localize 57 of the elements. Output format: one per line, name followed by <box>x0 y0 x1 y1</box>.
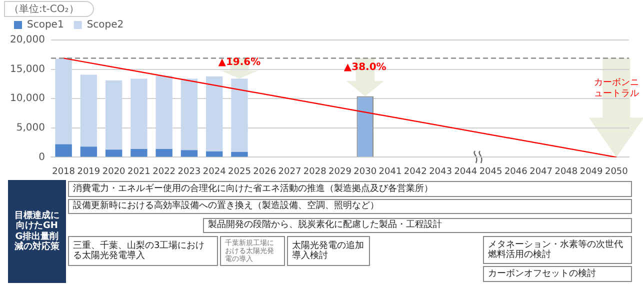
bar <box>231 152 248 157</box>
x-tick-label: 2049 <box>580 166 604 177</box>
legend-label: Scope2 <box>86 20 124 31</box>
y-axis-title: （単位:t-CO₂） <box>4 1 94 17</box>
bar <box>105 80 122 150</box>
bar <box>80 146 98 157</box>
text: 消費電力・エネルギー使用の合理化に向けた省エネ活動の推進（製造拠点及び各営業所） <box>68 181 632 197</box>
x-tick-label: 2022 <box>152 166 176 177</box>
annotation: ▲19.6% <box>218 57 261 70</box>
bar <box>55 58 72 144</box>
bar <box>206 151 223 157</box>
annotation: ▲38.0% <box>344 62 386 74</box>
bar <box>130 148 148 157</box>
x-tick-label: 2030 <box>354 166 377 177</box>
y-tick-label: 20,000 <box>10 34 45 46</box>
bar <box>130 78 148 149</box>
bar <box>180 150 198 157</box>
x-tick-label: 2019 <box>77 166 100 177</box>
x-tick-label: 2021 <box>127 166 150 177</box>
bar <box>55 144 72 157</box>
bar <box>180 78 198 150</box>
x-tick-label: 2041 <box>378 166 402 177</box>
x-tick-label: 2024 <box>202 166 226 177</box>
x-tick-label: 2020 <box>102 166 126 177</box>
text: 太陽光発電の追加導入検討 <box>287 236 370 266</box>
bar <box>206 76 223 152</box>
x-tick-label: 2026 <box>253 166 276 177</box>
bar <box>105 150 122 157</box>
legend-label: Scope1 <box>27 20 64 31</box>
text: メタネーション・水素等の次世代燃料活用の検討 <box>483 236 632 264</box>
y-tick-label: 0 <box>38 152 45 163</box>
x-tick-label: 2027 <box>278 166 302 177</box>
x-tick-label: 2029 <box>328 166 352 177</box>
x-tick-label: 2025 <box>228 166 251 177</box>
text: カーボンオフセットの検討 <box>483 266 632 282</box>
text: 製品開発の段階から、脱炭素化に配慮した製品・工程設計 <box>203 218 632 233</box>
y-tick-label: 5,000 <box>16 122 45 134</box>
x-tick-label: 2044 <box>454 166 478 177</box>
bar <box>156 148 172 157</box>
bar <box>156 76 172 149</box>
text: 目標達成に向けたGHG排出量削減の対応策 <box>8 180 66 283</box>
bar <box>80 74 98 147</box>
x-tick-label: 2018 <box>52 166 76 177</box>
x-tick-label: 2045 <box>479 166 502 177</box>
text: 三重、千葉、山梨の3工場における太陽光発電導入 <box>68 236 218 266</box>
x-tick-label: 2047 <box>530 166 552 177</box>
x-tick-label: 2048 <box>554 166 578 177</box>
x-tick-label: 2023 <box>178 166 201 177</box>
y-tick-label: 15,000 <box>10 64 45 75</box>
text: 設備更新時における高効率設備への置き換え（製造設備、空調、照明など） <box>68 199 632 214</box>
x-tick-label: 2042 <box>404 166 427 177</box>
x-tick-label: 2050 <box>604 166 628 177</box>
annotation: カーボンニュートラル <box>592 78 640 100</box>
x-tick-label: 2046 <box>504 166 528 177</box>
x-tick-label: 2028 <box>303 166 327 177</box>
x-tick-label: 2043 <box>429 166 452 177</box>
y-tick-label: 10,000 <box>10 93 45 104</box>
